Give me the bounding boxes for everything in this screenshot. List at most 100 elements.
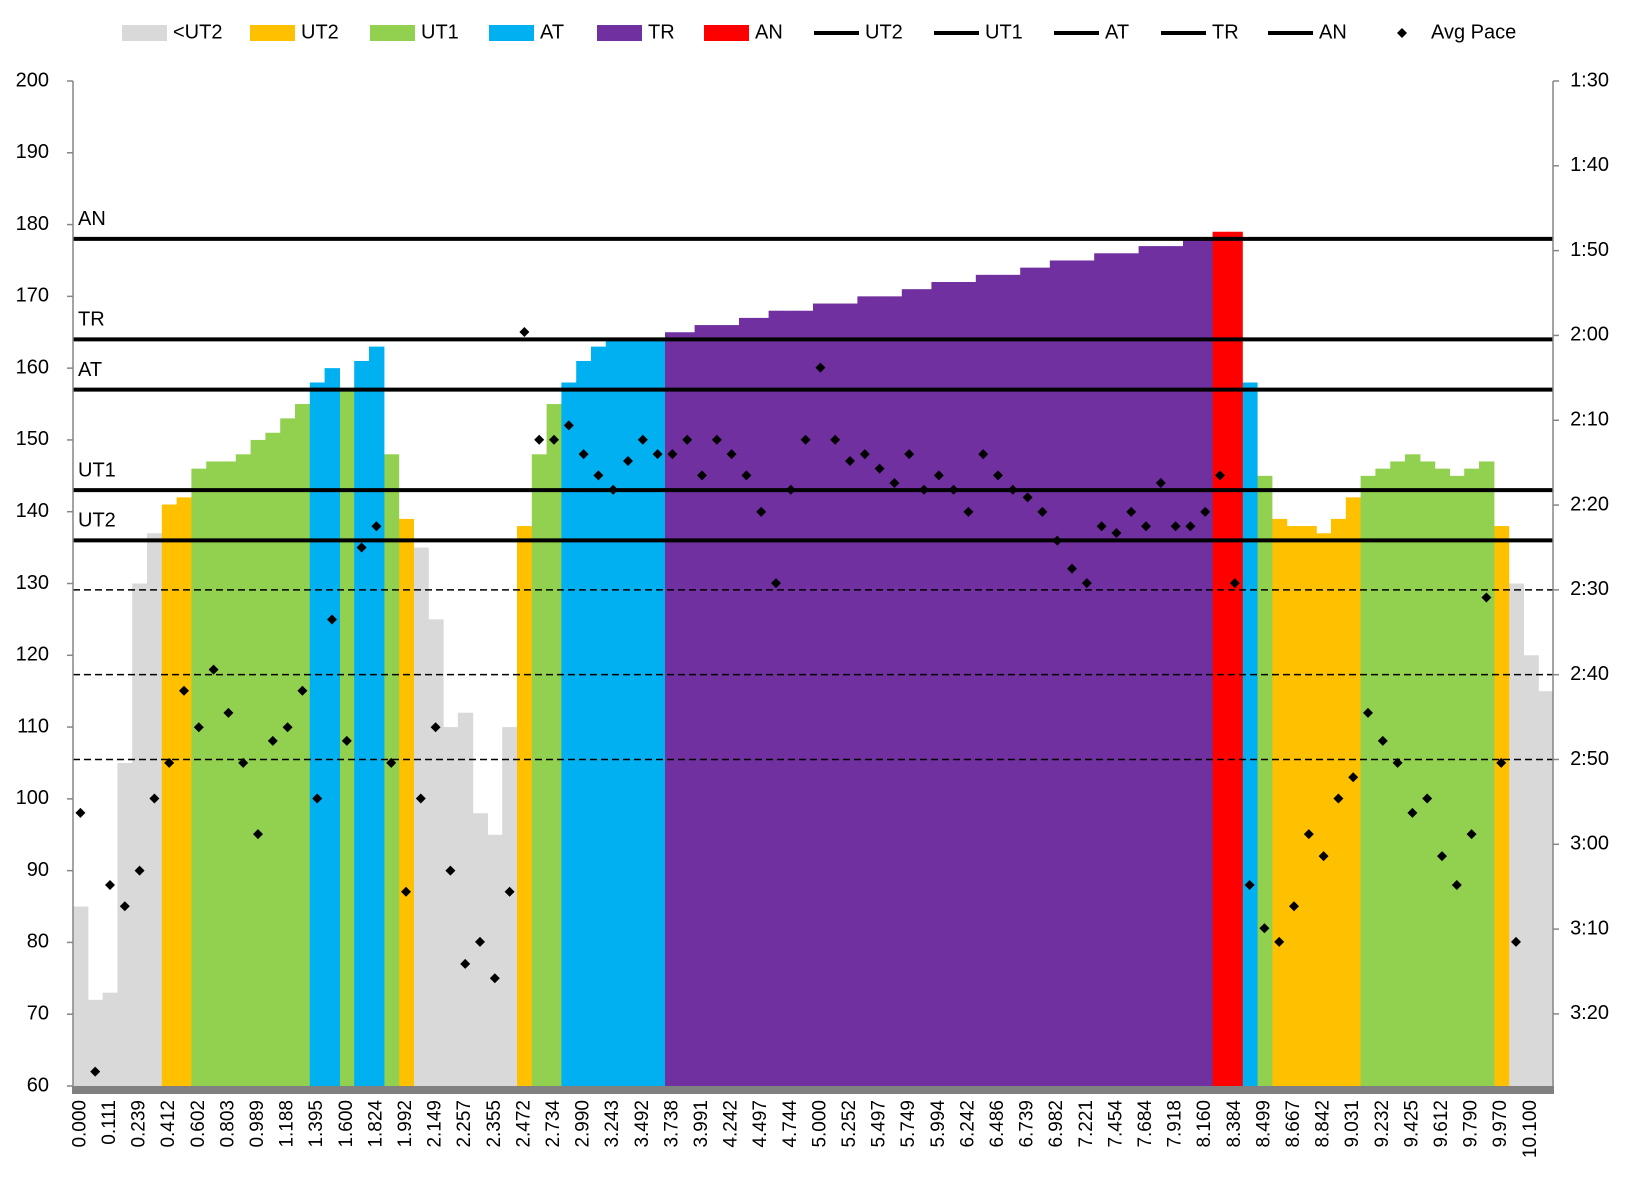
legend-label: <UT2 bbox=[173, 21, 222, 43]
x-tick-label: 5.994 bbox=[928, 1100, 949, 1148]
x-tick-label: 0.602 bbox=[188, 1100, 209, 1148]
legend-label: Avg Pace bbox=[1431, 21, 1516, 43]
legend-label: UT1 bbox=[421, 21, 459, 43]
zone-line-label: UT1 bbox=[78, 459, 116, 481]
legend-swatch bbox=[489, 25, 534, 41]
x-tick-label: 6.486 bbox=[987, 1100, 1008, 1148]
area-segment bbox=[946, 282, 962, 1086]
x-tick-label: 9.790 bbox=[1461, 1100, 1482, 1148]
pace-point bbox=[90, 1066, 101, 1077]
legend-label: TR bbox=[648, 21, 675, 43]
pace-point bbox=[608, 484, 619, 495]
y2-tick-label: 1:40 bbox=[1570, 154, 1609, 176]
pace-point bbox=[1289, 901, 1299, 912]
y-tick-label: 170 bbox=[16, 285, 49, 307]
pace-point bbox=[741, 470, 752, 481]
area-segment bbox=[1390, 461, 1406, 1086]
x-tick-label: 2.472 bbox=[513, 1100, 534, 1148]
pace-point bbox=[697, 470, 707, 481]
pace-point bbox=[534, 434, 545, 445]
pace-point bbox=[1200, 506, 1211, 517]
pace-point bbox=[1081, 578, 1092, 589]
y-tick-label: 190 bbox=[16, 141, 49, 163]
area-segment bbox=[502, 727, 518, 1086]
area-segment bbox=[191, 468, 207, 1087]
y2-tick-label: 2:50 bbox=[1570, 748, 1609, 770]
area-segment bbox=[1316, 533, 1332, 1086]
area-segment bbox=[1183, 238, 1199, 1086]
pace-point bbox=[1318, 851, 1329, 862]
area-segment bbox=[990, 274, 1006, 1087]
y-tick-label: 180 bbox=[16, 213, 49, 235]
area-segment bbox=[650, 339, 666, 1086]
pace-point bbox=[1111, 528, 1122, 539]
area-segment bbox=[576, 360, 592, 1086]
area-segment bbox=[413, 547, 429, 1086]
area-segment bbox=[87, 999, 104, 1086]
x-tick-label: 9.612 bbox=[1431, 1100, 1452, 1148]
x-tick-label: 7.221 bbox=[1076, 1100, 1097, 1148]
pace-point bbox=[1215, 470, 1225, 481]
area-segment bbox=[235, 454, 252, 1086]
pace-point bbox=[460, 958, 471, 969]
area-segment bbox=[324, 368, 340, 1087]
y2-tick-label: 1:30 bbox=[1570, 69, 1609, 91]
area-segment bbox=[369, 346, 385, 1086]
pace-point bbox=[519, 327, 530, 338]
area-segment bbox=[1360, 475, 1376, 1087]
legend-label: AN bbox=[1319, 21, 1347, 43]
x-tick-label: 1.824 bbox=[365, 1100, 386, 1148]
x-tick-label: 5.000 bbox=[809, 1100, 830, 1148]
area-segment bbox=[132, 583, 148, 1086]
pace-point bbox=[948, 484, 959, 495]
y-tick-label: 90 bbox=[27, 859, 49, 881]
area-segment bbox=[1301, 526, 1317, 1086]
area-segment bbox=[975, 274, 992, 1087]
pace-point bbox=[1096, 521, 1107, 532]
area-segment bbox=[887, 296, 903, 1086]
area-segment bbox=[857, 296, 873, 1086]
x-tick-label: 5.497 bbox=[869, 1100, 890, 1148]
pace-point bbox=[726, 449, 737, 460]
pace-point bbox=[993, 470, 1003, 481]
area-segment bbox=[1479, 461, 1495, 1086]
area-segment bbox=[1153, 246, 1169, 1086]
pace-point bbox=[815, 362, 826, 373]
x-tick-label: 0.412 bbox=[158, 1100, 179, 1148]
x-tick-label: 3.492 bbox=[632, 1100, 653, 1148]
pace-point bbox=[267, 735, 278, 746]
pace-point bbox=[475, 936, 485, 947]
x-tick-label: 0.239 bbox=[129, 1100, 150, 1148]
y2-tick-label: 3:20 bbox=[1570, 1002, 1609, 1024]
area-segment bbox=[161, 504, 178, 1086]
pace-point bbox=[800, 434, 811, 445]
area-segment bbox=[1197, 238, 1214, 1086]
pace-point bbox=[874, 463, 885, 474]
x-tick-label: 7.684 bbox=[1135, 1100, 1156, 1148]
pace-point bbox=[149, 793, 160, 804]
y2-tick-label: 2:40 bbox=[1570, 663, 1609, 685]
zone-line-label: UT2 bbox=[78, 510, 116, 532]
zone-line-label: TR bbox=[78, 309, 105, 331]
area-segment bbox=[206, 461, 222, 1086]
area-segment bbox=[1168, 246, 1184, 1086]
pace-point bbox=[401, 886, 411, 897]
x-tick-label: 5.749 bbox=[898, 1100, 919, 1148]
area-segment bbox=[901, 289, 918, 1086]
x-tick-label: 8.499 bbox=[1253, 1100, 1274, 1148]
area-segment bbox=[1005, 274, 1021, 1087]
pace-point bbox=[445, 865, 456, 876]
x-tick-label: 6.739 bbox=[1017, 1100, 1038, 1148]
area-segment bbox=[487, 834, 503, 1086]
area-segment bbox=[383, 454, 400, 1086]
legend-label: UT2 bbox=[301, 21, 339, 43]
pace-point bbox=[1052, 535, 1063, 546]
area-segment bbox=[295, 404, 311, 1086]
pace-point bbox=[1022, 492, 1033, 503]
pace-point bbox=[1451, 880, 1462, 890]
pace-point bbox=[179, 685, 189, 696]
pace-point bbox=[711, 434, 722, 445]
area-segment bbox=[1138, 246, 1154, 1086]
area-segment bbox=[531, 454, 548, 1086]
